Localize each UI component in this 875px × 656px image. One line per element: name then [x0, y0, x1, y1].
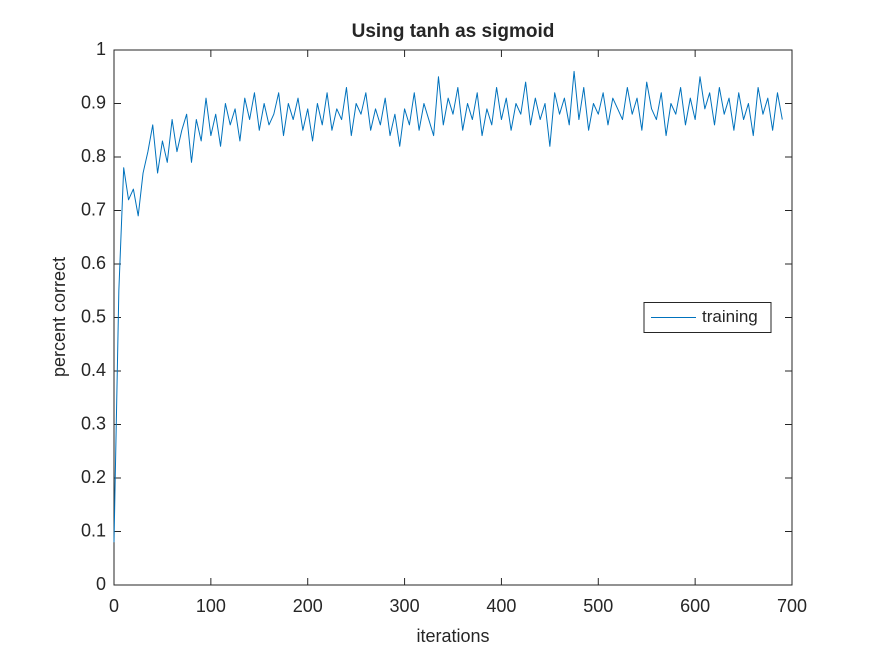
y-tick-label: 0.8	[81, 146, 106, 166]
x-tick-label: 100	[196, 596, 226, 616]
legend-label: training	[702, 307, 758, 326]
y-tick-label: 1	[96, 39, 106, 59]
y-tick-label: 0.1	[81, 520, 106, 540]
x-tick-label: 500	[583, 596, 613, 616]
data-line	[113, 70, 783, 543]
chart-title: Using tanh as sigmoid	[352, 21, 555, 42]
x-tick-label: 400	[486, 596, 516, 616]
x-tick-label: 0	[109, 596, 119, 616]
x-tick-label: 200	[293, 596, 323, 616]
legend: training	[643, 302, 772, 333]
y-tick-label: 0.6	[81, 253, 106, 273]
y-tick-label: 0	[96, 574, 106, 594]
x-axis-label: iterations	[416, 626, 489, 646]
x-tick-label: 700	[777, 596, 807, 616]
y-tick-label: 0.7	[81, 199, 106, 219]
y-tick-label: 0.4	[81, 360, 106, 380]
y-tick-label: 0.5	[81, 306, 106, 326]
x-tick-label: 600	[680, 596, 710, 616]
y-tick-label: 0.9	[81, 92, 106, 112]
y-tick-label: 0.2	[81, 467, 106, 487]
y-axis-label: percent correct	[49, 257, 69, 377]
x-tick-label: 300	[390, 596, 420, 616]
y-tick-label: 0.3	[81, 413, 106, 433]
